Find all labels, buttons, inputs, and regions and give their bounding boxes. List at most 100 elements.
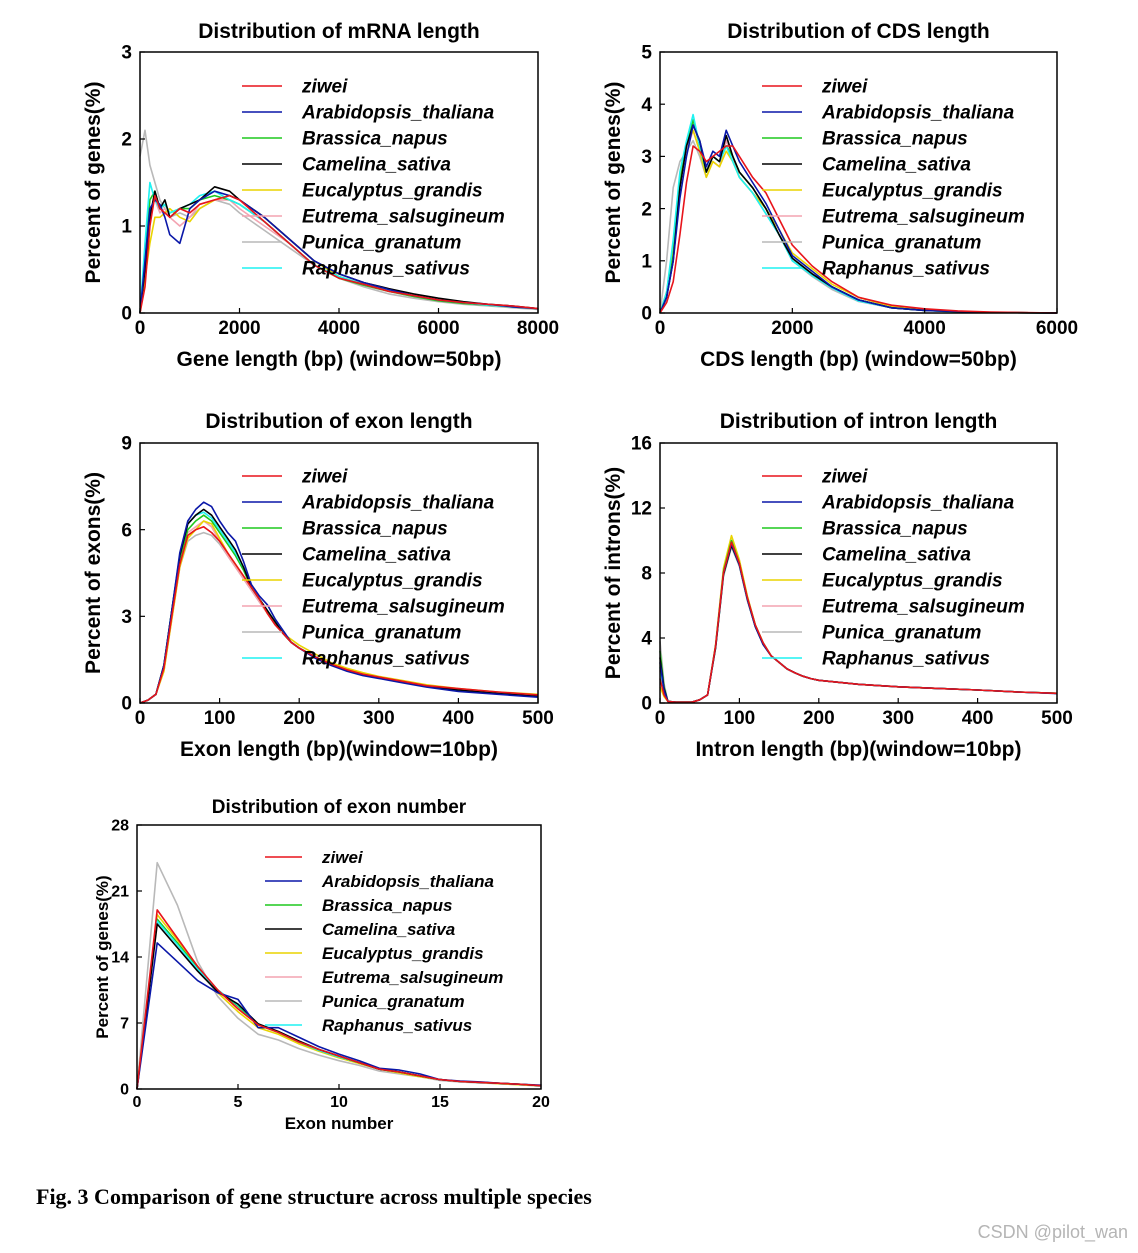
x-tick-label: 400 <box>962 708 994 729</box>
series-lines <box>659 534 1058 704</box>
y-tick-label: 9 <box>121 434 132 455</box>
x-tick-label: 2000 <box>218 318 260 339</box>
y-axis-label: Percent of exons(%) <box>82 472 105 674</box>
chart-panel-5: Distribution of exon number 0 5 10 15 20 0 7 14 2… <box>93 797 550 1133</box>
series-lines <box>139 129 539 314</box>
legend-label: Eutrema_salsugineum <box>302 207 505 228</box>
legend-label: Eutrema_salsugineum <box>322 968 503 987</box>
y-tick-label: 0 <box>121 694 132 715</box>
y-tick-label: 0 <box>641 694 652 715</box>
x-axis-label: Gene length (bp) (window=50bp) <box>177 348 502 371</box>
y-tick-label: 0 <box>641 304 652 325</box>
series-line-ziwei <box>139 525 539 704</box>
chart-title: Distribution of intron length <box>720 410 998 433</box>
legend-label: Eutrema_salsugineum <box>302 597 505 618</box>
x-tick-label: 6000 <box>1036 318 1078 339</box>
y-axis-label: Percent of introns(%) <box>602 467 625 679</box>
x-tick-label: 10 <box>330 1094 348 1111</box>
x-tick-label: 0 <box>655 318 666 339</box>
chart-title: Distribution of exon length <box>205 410 472 433</box>
x-tick-label: 0 <box>655 708 666 729</box>
legend-label: ziwei <box>321 848 364 867</box>
y-tick-label: 0 <box>121 304 132 325</box>
legend-label: ziwei <box>301 467 348 488</box>
legend-label: Brassica_napus <box>822 129 968 150</box>
legend-label: Camelina_sativa <box>302 155 451 176</box>
legend-label: Eucalyptus_grandis <box>302 571 483 592</box>
chart-panel-4: Distribution of intron length 0 100 200 300 4… <box>602 410 1073 761</box>
x-tick-label: 500 <box>1041 708 1073 729</box>
series-line-ziwei <box>659 541 1058 704</box>
x-tick-label: 0 <box>133 1094 142 1111</box>
x-tick-label: 500 <box>522 708 554 729</box>
series-line-punica-granatum <box>139 129 539 311</box>
x-tick-label: 400 <box>443 708 475 729</box>
legend-label: Eucalyptus_grandis <box>322 944 484 963</box>
plot-frame <box>139 442 539 704</box>
y-tick-label: 14 <box>111 950 129 967</box>
legend-label: Punica_granatum <box>322 992 465 1011</box>
x-tick-label: 8000 <box>517 318 559 339</box>
x-axis-label: Exon length (bp)(window=10bp) <box>180 738 498 761</box>
y-tick-label: 3 <box>121 607 132 628</box>
series-lines <box>136 861 542 1090</box>
legend-label: ziwei <box>301 77 348 98</box>
y-tick-label: 12 <box>631 499 652 520</box>
legend-label: Eucalyptus_grandis <box>822 571 1003 592</box>
y-tick-label: 6 <box>121 520 132 541</box>
series-line-ziwei <box>136 909 542 1090</box>
x-tick-label: 20 <box>532 1094 550 1111</box>
legend-label: Raphanus_sativus <box>822 649 990 670</box>
legend-label: Punica_granatum <box>302 623 462 644</box>
y-tick-label: 1 <box>641 251 652 272</box>
legend-label: Raphanus_sativus <box>822 259 990 280</box>
legend-label: Arabidopsis_thaliana <box>821 103 1015 124</box>
legend-label: Eutrema_salsugineum <box>822 597 1025 618</box>
x-tick-label: 4000 <box>318 318 360 339</box>
legend-label: Raphanus_sativus <box>322 1016 472 1035</box>
series-line-arabidopsis-thaliana <box>659 124 1058 314</box>
series-lines <box>139 501 539 704</box>
legend-label: Brassica_napus <box>302 519 448 540</box>
series-line-ziwei <box>139 194 539 314</box>
legend-label: Punica_granatum <box>822 233 982 254</box>
plot-frame <box>659 51 1058 314</box>
legend-label: Eutrema_salsugineum <box>822 207 1025 228</box>
x-tick-label: 0 <box>135 318 146 339</box>
y-axis-label: Percent of genes(%) <box>93 875 112 1038</box>
x-axis-label: CDS length (bp) (window=50bp) <box>700 348 1017 371</box>
x-tick-label: 15 <box>431 1094 449 1111</box>
legend: ziwei Arabidopsis_thaliana Brassica_napus C… <box>762 467 1025 670</box>
legend-label: ziwei <box>821 467 868 488</box>
y-tick-label: 21 <box>111 884 129 901</box>
watermark: CSDN @pilot_wan <box>977 1222 1128 1242</box>
x-tick-label: 5 <box>234 1094 243 1111</box>
legend-label: Camelina_sativa <box>822 545 971 566</box>
legend-label: Raphanus_sativus <box>302 259 470 280</box>
x-axis-label: Intron length (bp)(window=10bp) <box>695 738 1021 761</box>
legend-label: Camelina_sativa <box>822 155 971 176</box>
y-tick-label: 4 <box>641 95 652 116</box>
legend-label: Arabidopsis_thaliana <box>301 493 495 514</box>
x-axis-label: Exon number <box>285 1114 394 1133</box>
y-tick-label: 3 <box>641 147 652 168</box>
legend-label: Camelina_sativa <box>302 545 451 566</box>
legend-label: Brassica_napus <box>822 519 968 540</box>
y-tick-label: 7 <box>120 1016 129 1033</box>
legend-label: Arabidopsis_thaliana <box>301 103 495 124</box>
legend-label: Camelina_sativa <box>322 920 455 939</box>
y-tick-label: 8 <box>641 564 652 585</box>
x-tick-label: 200 <box>803 708 835 729</box>
y-tick-label: 1 <box>121 217 132 238</box>
legend-label: Arabidopsis_thaliana <box>821 493 1015 514</box>
x-tick-label: 300 <box>363 708 395 729</box>
legend-label: Punica_granatum <box>822 623 982 644</box>
x-tick-label: 6000 <box>417 318 459 339</box>
x-tick-label: 300 <box>882 708 914 729</box>
x-tick-label: 100 <box>204 708 236 729</box>
figure-caption: Fig. 3 Comparison of gene structure acro… <box>36 1184 592 1209</box>
chart-panel-1: Distribution of mRNA length 0 2000 4000 6000… <box>82 20 559 371</box>
legend-label: Brassica_napus <box>302 129 448 150</box>
chart-title: Distribution of exon number <box>212 797 467 818</box>
